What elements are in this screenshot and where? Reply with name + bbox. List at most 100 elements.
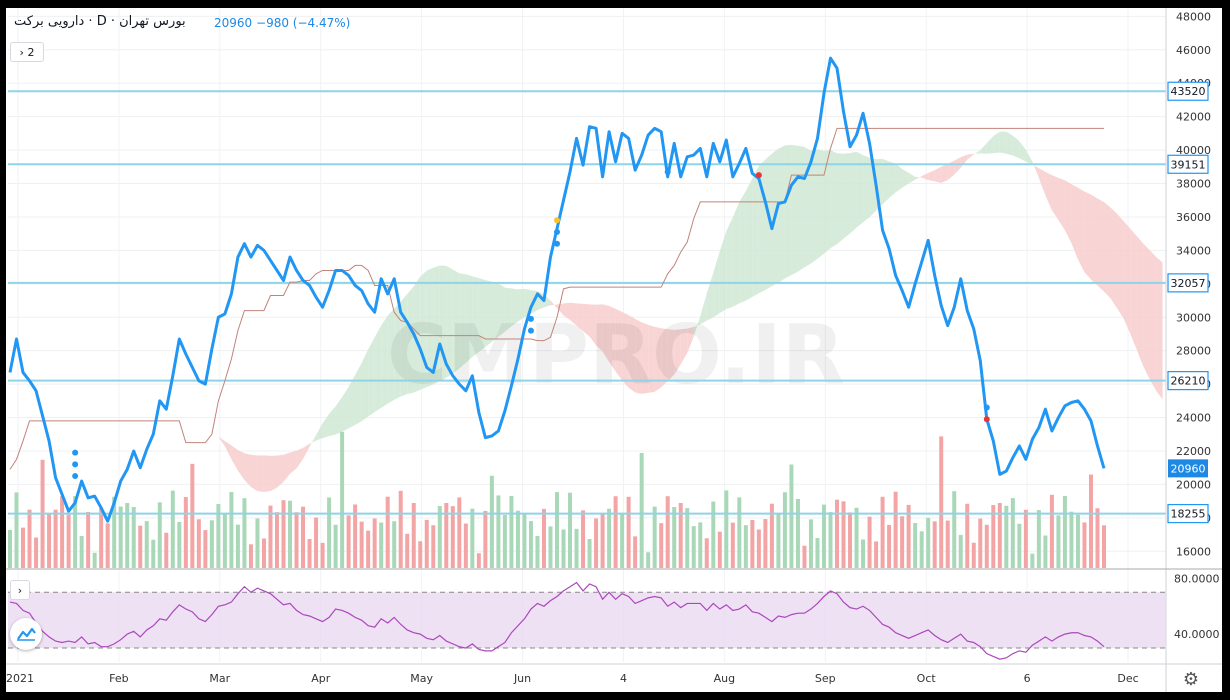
tradingview-logo[interactable] [10, 618, 42, 650]
volume-bar [646, 552, 651, 568]
price-tick-label: 40000 [1176, 144, 1211, 157]
volume-bar [235, 524, 240, 568]
price-tick-label: 38000 [1176, 178, 1211, 191]
cloud-segment [368, 337, 375, 417]
volume-bar [346, 515, 351, 568]
volume-bar [242, 498, 247, 568]
cloud-segment [570, 302, 577, 326]
cloud-segment [641, 322, 649, 394]
oscillator-toggle-button[interactable]: › [10, 580, 30, 600]
rsi-tick-label: 80.0000 [1174, 572, 1220, 585]
cloud-segment [394, 301, 401, 400]
cloud-segment [244, 453, 251, 487]
volume-bar [607, 508, 612, 568]
volume-bar [470, 508, 475, 568]
chart-canvas[interactable]: CMPRO.IR16000180002000022000240002600028… [6, 8, 1222, 692]
cloud-segment [1038, 168, 1046, 196]
cloud-segment [589, 304, 597, 346]
volume-bar [255, 518, 260, 568]
cloud-segment [1025, 149, 1033, 165]
volume-bar [874, 541, 879, 568]
cloud-segment [1064, 180, 1072, 244]
level-label: 32057 [1171, 277, 1206, 290]
volume-bar [314, 517, 319, 568]
cloud-segment [726, 217, 733, 310]
cloud-segment [719, 231, 727, 314]
cloud-segment [335, 397, 343, 435]
signal-markers [72, 168, 990, 480]
volume-bar [509, 496, 514, 568]
volume-bar [685, 508, 690, 568]
cloud-segment [837, 153, 844, 245]
volume-bar [73, 496, 78, 568]
volume-bar [698, 522, 703, 568]
volume-bar [196, 519, 201, 568]
price-tick-label: 30000 [1176, 311, 1211, 324]
volume-bar [913, 522, 918, 568]
price-tick-label: 48000 [1176, 10, 1211, 23]
price-tick-label: 36000 [1176, 211, 1211, 224]
volume-bar [157, 502, 162, 568]
cloud-segment [1117, 213, 1124, 319]
cloud-segment [1012, 135, 1020, 159]
cloud-segment [1045, 171, 1052, 211]
time-tick-label: May [410, 672, 433, 685]
volume-bar [170, 490, 175, 568]
volume-bar [620, 514, 625, 568]
cloud-segment [895, 163, 903, 193]
volume-bar [880, 496, 885, 568]
cloud-segment [296, 447, 304, 469]
volume-bar [372, 518, 377, 568]
volume-bar [802, 545, 807, 568]
cloud-segment [1143, 243, 1150, 379]
volume-bar [626, 496, 631, 568]
time-axis: 2021 Feb Mar Apr May Jun 4 Aug Sep Oct 6 Dec [6, 672, 1139, 685]
volume-bar [821, 504, 826, 568]
time-tick-label: Oct [917, 672, 937, 685]
studies-count: 2 [27, 45, 35, 59]
volume-bar [79, 536, 84, 568]
cloud-segment [309, 435, 317, 447]
cloud-segment [661, 328, 668, 388]
volume-bar [437, 506, 442, 568]
volume-bar [600, 513, 605, 568]
cloud-segment [967, 153, 974, 160]
price-tick-label: 34000 [1176, 244, 1211, 257]
cloud-segment [1019, 141, 1026, 162]
current-price-label: 20960 [1171, 462, 1206, 475]
volume-bar [919, 531, 924, 568]
volume-bar [965, 503, 970, 568]
chart-panel[interactable]: CMPRO.IR16000180002000022000240002600028… [6, 8, 1222, 692]
cloud-segment [1084, 191, 1091, 280]
volume-bar [14, 492, 19, 568]
cloud-segment [999, 131, 1007, 154]
signal-dot [983, 404, 990, 411]
cloud-segment [270, 455, 277, 492]
cloud-segment [823, 149, 831, 254]
volume-bar [672, 507, 677, 568]
volume-bar [144, 521, 149, 568]
volume-bar [1043, 535, 1048, 568]
volume-bar [1102, 525, 1106, 568]
cloud-segment [316, 423, 323, 441]
volume-bar [548, 526, 553, 568]
cloud-segment [934, 166, 942, 184]
cloud-segment [185, 398, 193, 410]
volume-bar [795, 498, 800, 568]
cloud-segment [687, 326, 694, 354]
volume-bar [528, 521, 533, 568]
cloud-segment [478, 278, 486, 353]
cloud-segment [921, 172, 929, 181]
volume-bar [118, 506, 123, 568]
gear-icon[interactable]: ⚙ [1182, 668, 1200, 690]
time-tick-label: Aug [714, 672, 735, 685]
cloud-segment [850, 151, 857, 234]
volume-bar [848, 512, 853, 568]
volume-bar [867, 516, 872, 568]
cloud-segment [843, 153, 851, 239]
cloud-segment [863, 155, 870, 223]
price-tick-label: 42000 [1176, 111, 1211, 124]
studies-toggle-button[interactable]: › 2 [10, 42, 44, 62]
volume-bar [652, 506, 657, 568]
